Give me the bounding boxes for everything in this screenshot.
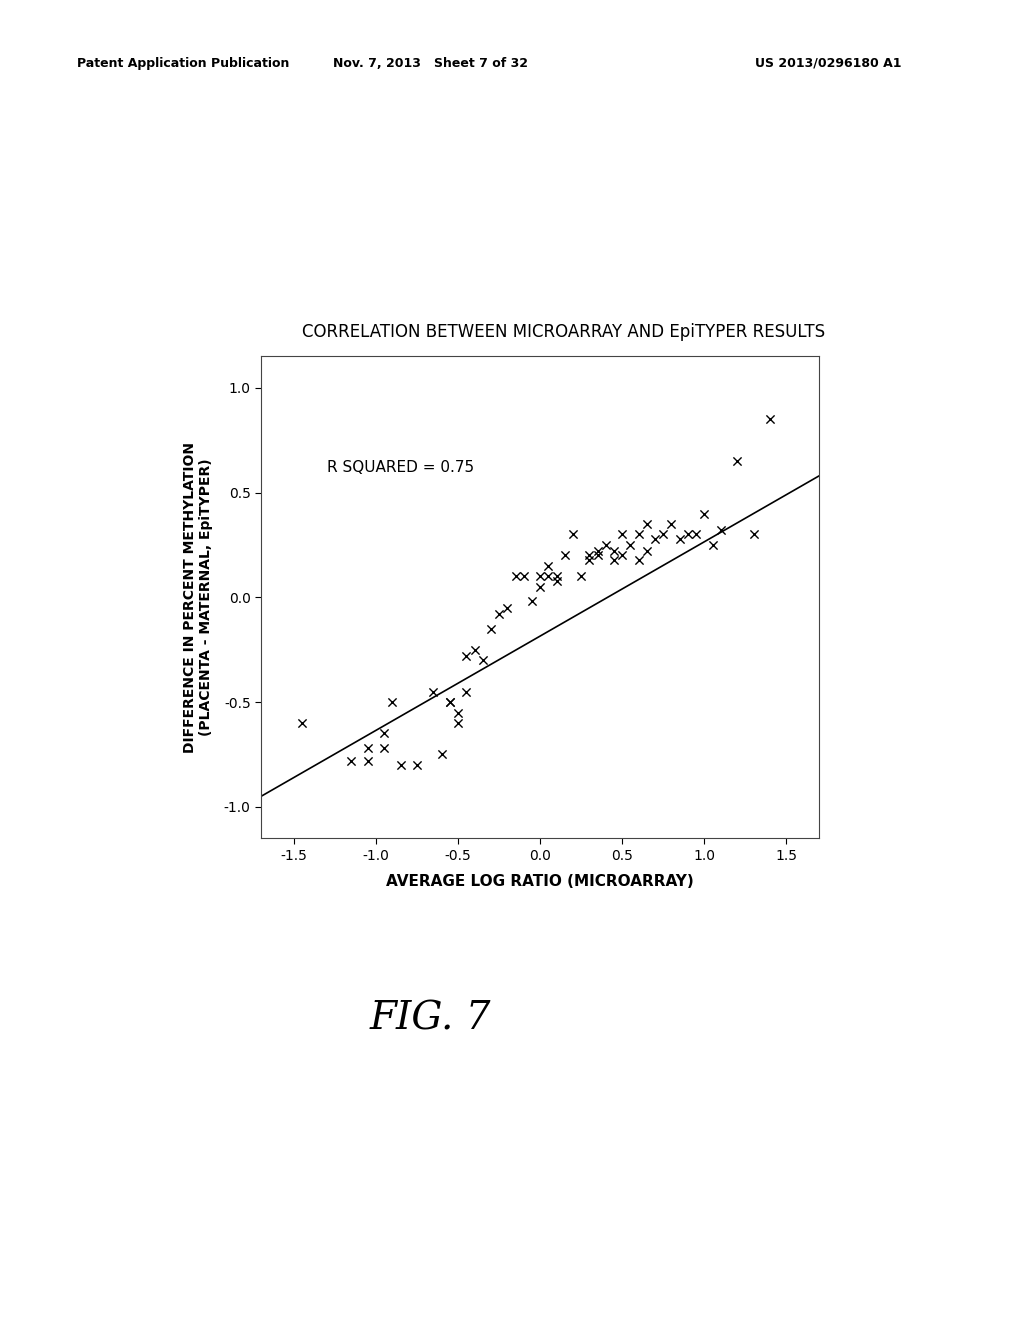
Point bbox=[541, 556, 557, 577]
Point bbox=[631, 549, 647, 570]
Point bbox=[384, 692, 400, 713]
Point bbox=[598, 535, 614, 556]
Point bbox=[745, 524, 762, 545]
Point bbox=[606, 549, 623, 570]
Point bbox=[762, 409, 778, 430]
Point bbox=[631, 524, 647, 545]
Point bbox=[582, 549, 598, 570]
Point bbox=[392, 754, 409, 775]
Point bbox=[729, 450, 745, 471]
Point bbox=[425, 681, 441, 702]
Point bbox=[696, 503, 713, 524]
Point bbox=[482, 618, 499, 639]
Text: US 2013/0296180 A1: US 2013/0296180 A1 bbox=[755, 57, 901, 70]
Point bbox=[359, 738, 376, 759]
Point bbox=[450, 702, 466, 723]
Point bbox=[639, 541, 655, 562]
Point bbox=[433, 744, 450, 766]
Point bbox=[474, 649, 490, 671]
Point bbox=[458, 645, 474, 667]
Point bbox=[688, 524, 705, 545]
Point bbox=[573, 566, 590, 587]
Point bbox=[359, 750, 376, 771]
Text: CORRELATION BETWEEN MICROARRAY AND EpiTYPER RESULTS: CORRELATION BETWEEN MICROARRAY AND EpiTY… bbox=[302, 322, 824, 341]
Point bbox=[532, 577, 549, 598]
Point bbox=[614, 524, 631, 545]
Point bbox=[582, 545, 598, 566]
Point bbox=[655, 524, 672, 545]
Point bbox=[590, 545, 606, 566]
Point bbox=[490, 603, 507, 624]
Point bbox=[549, 566, 565, 587]
Point bbox=[549, 570, 565, 591]
Point bbox=[606, 541, 623, 562]
Point bbox=[515, 566, 531, 587]
Point bbox=[541, 566, 557, 587]
X-axis label: AVERAGE LOG RATIO (MICROARRAY): AVERAGE LOG RATIO (MICROARRAY) bbox=[386, 874, 694, 888]
Y-axis label: DIFFERENCE IN PERCENT METHYLATION
(PLACENTA - MATERNAL, EpiTYPER): DIFFERENCE IN PERCENT METHYLATION (PLACE… bbox=[182, 442, 213, 752]
Point bbox=[590, 541, 606, 562]
Point bbox=[466, 639, 482, 660]
Point bbox=[294, 713, 310, 734]
Point bbox=[376, 738, 392, 759]
Point bbox=[409, 754, 425, 775]
Point bbox=[713, 520, 729, 541]
Point bbox=[458, 681, 474, 702]
Point bbox=[532, 566, 549, 587]
Point bbox=[639, 513, 655, 535]
Point bbox=[672, 528, 688, 549]
Point bbox=[441, 692, 458, 713]
Point bbox=[450, 713, 466, 734]
Point bbox=[499, 597, 515, 618]
Point bbox=[557, 545, 573, 566]
Text: FIG. 7: FIG. 7 bbox=[370, 1001, 490, 1038]
Point bbox=[705, 535, 721, 556]
Point bbox=[647, 528, 664, 549]
Point bbox=[376, 723, 392, 744]
Point bbox=[664, 513, 680, 535]
Text: Nov. 7, 2013   Sheet 7 of 32: Nov. 7, 2013 Sheet 7 of 32 bbox=[333, 57, 527, 70]
Point bbox=[680, 524, 696, 545]
Point bbox=[565, 524, 582, 545]
Point bbox=[507, 566, 523, 587]
Text: Patent Application Publication: Patent Application Publication bbox=[77, 57, 289, 70]
Point bbox=[623, 535, 639, 556]
Point bbox=[441, 692, 458, 713]
Text: R SQUARED = 0.75: R SQUARED = 0.75 bbox=[327, 459, 474, 475]
Point bbox=[614, 545, 631, 566]
Point bbox=[523, 591, 540, 612]
Point bbox=[343, 750, 359, 771]
